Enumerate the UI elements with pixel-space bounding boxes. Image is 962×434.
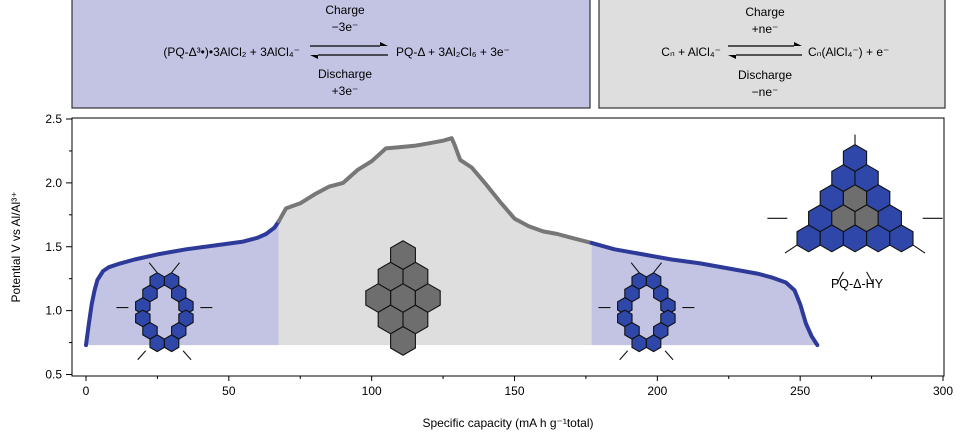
y-tick-label: 0.5: [45, 368, 62, 382]
cathode-left-species: (PQ-Δ³•)•3AlCl₂ + 3AlCl₄⁻: [163, 45, 300, 59]
anode-top-label: Charge: [745, 5, 785, 19]
cathode-top-label: Charge: [325, 3, 365, 17]
x-tick-label: 50: [222, 384, 236, 398]
cathode-right-species: PQ-Δ + 3Al₂Cl₆ + 3e⁻: [396, 45, 510, 59]
pq-delta-hy-molecule: [767, 134, 943, 283]
x-tick-label: 150: [504, 384, 524, 398]
cathode-charge-region: [86, 221, 279, 346]
bond-line: [664, 350, 674, 361]
anode-equilibrium-arrows: [728, 42, 802, 59]
shading-layer: [86, 138, 818, 346]
bond-line: [182, 350, 192, 361]
bond-line: [630, 262, 640, 274]
bond-line: [619, 350, 629, 361]
molecule-label: PQ-Δ-HY: [831, 277, 884, 291]
anode-bottom-label: Discharge: [738, 68, 792, 82]
graphite-cluster: [365, 240, 441, 356]
chart: 0 50 100 150 200 250 300 0.5 1.0 1.5 2.0 2.5 Speci…: [9, 112, 953, 430]
bond-line: [912, 244, 926, 254]
cathode-bottom-label: Discharge: [318, 67, 372, 81]
macrocycle-molecule-left: [116, 262, 213, 361]
anode-left-species: Cₙ + AlCl₄⁻: [661, 45, 721, 59]
hexagon-ring: [889, 224, 914, 253]
bond-line: [148, 262, 158, 274]
y-axis-ticks: 0.5 1.0 1.5 2.0 2.5: [45, 112, 72, 382]
bond-line: [836, 271, 844, 283]
macrocycle-molecule-right: [598, 262, 695, 361]
series-layer: [84, 136, 820, 348]
cathode-box-bg: [71, 0, 591, 109]
x-tick-label: 0: [83, 384, 90, 398]
cathode-discharge-region: [591, 242, 818, 346]
hexagon-ring: [631, 334, 647, 353]
cathode-reaction-box: Charge −3e⁻ (PQ-Δ³•)•3AlCl₂ + 3AlCl₄⁻ PQ…: [71, 0, 591, 109]
x-tick-label: 200: [647, 384, 667, 398]
y-tick-label: 1.0: [45, 304, 62, 318]
series-line-discharge-low: [589, 240, 820, 348]
y-tick-label: 1.5: [45, 240, 62, 254]
x-axis-title: Specific capacity (mA h g⁻¹total): [422, 416, 593, 430]
series-line-charge-low: [84, 219, 281, 348]
bond-line: [137, 350, 147, 361]
anode-top-sub: +ne⁻: [752, 22, 779, 36]
cathode-bottom-sub: +3e⁻: [332, 84, 359, 98]
x-tick-label: 300: [933, 384, 953, 398]
cathode-top-sub: −3e⁻: [332, 20, 359, 34]
series-line-plateau: [276, 136, 594, 245]
y-tick-label: 2.0: [45, 176, 62, 190]
bond-line: [171, 262, 180, 274]
anode-box-bg: [598, 0, 946, 109]
anode-reaction-box: Charge +ne⁻ Cₙ + AlCl₄⁻ Cₙ(AlCl₄⁻) + e⁻ …: [598, 0, 946, 109]
x-tick-label: 100: [362, 384, 382, 398]
anode-bottom-sub: −ne⁻: [752, 85, 779, 99]
y-axis-title: Potential V vs Al/Al³⁺: [9, 191, 23, 302]
hexagon-ring: [645, 334, 662, 353]
molecules-layer: [116, 134, 943, 361]
hexagon-ring: [390, 325, 416, 356]
y-tick-label: 2.5: [45, 112, 62, 126]
bond-line: [784, 244, 798, 254]
anode-right-species: Cₙ(AlCl₄⁻) + e⁻: [808, 45, 889, 59]
bond-line: [653, 262, 662, 274]
hexagon-ring: [149, 334, 165, 353]
hexagon-ring: [390, 240, 416, 271]
hexagon-ring: [163, 334, 180, 353]
x-tick-label: 250: [790, 384, 810, 398]
cathode-equilibrium-arrows: [310, 42, 388, 59]
x-axis-ticks: 0 50 100 150 200 250 300: [83, 376, 953, 398]
bond-line: [866, 271, 874, 283]
anode-region: [278, 138, 592, 346]
